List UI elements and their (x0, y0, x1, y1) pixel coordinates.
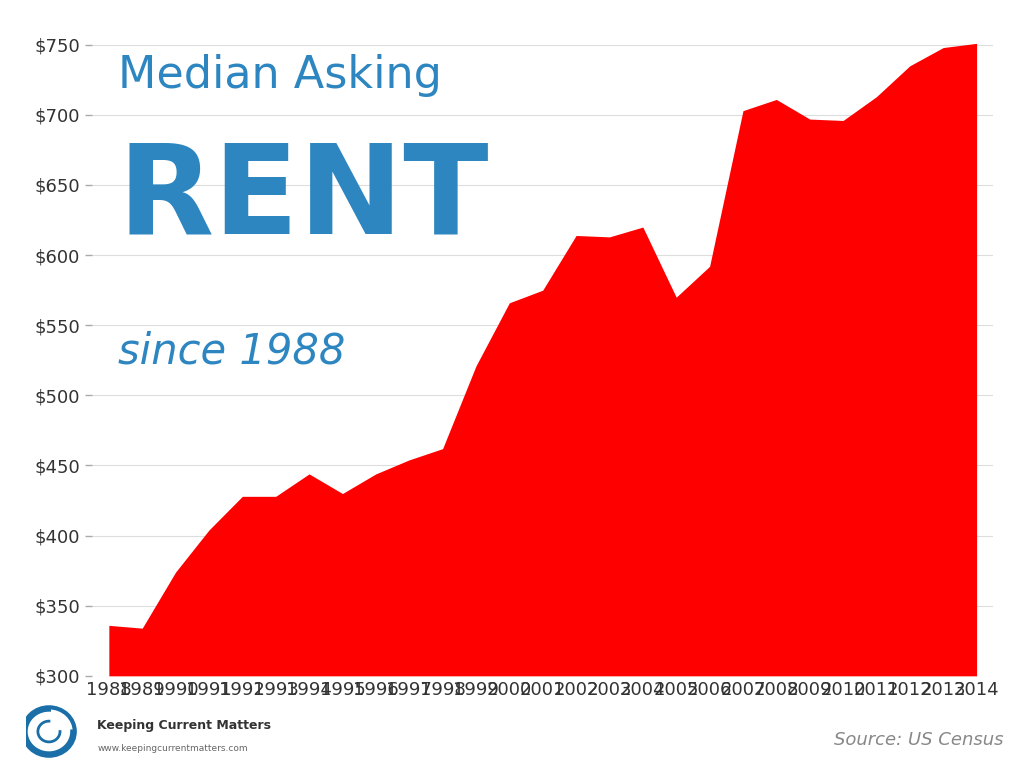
Text: RENT: RENT (118, 138, 489, 260)
Text: since 1988: since 1988 (118, 330, 345, 372)
Text: Source: US Census: Source: US Census (834, 731, 1004, 749)
Text: Median Asking: Median Asking (118, 54, 441, 97)
Text: www.keepingcurrentmatters.com: www.keepingcurrentmatters.com (97, 744, 248, 753)
Text: Keeping Current Matters: Keeping Current Matters (97, 720, 271, 732)
